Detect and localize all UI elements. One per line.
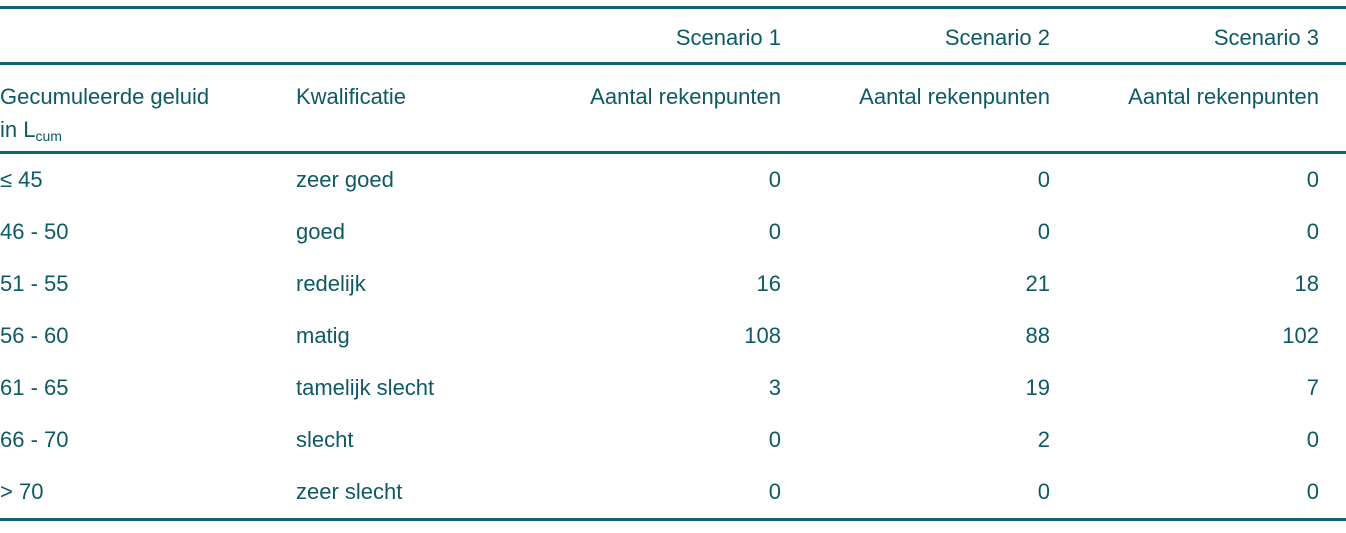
scenario-3-value: 18	[1294, 271, 1319, 296]
qualification-cell: slecht	[296, 427, 354, 452]
scenario-3-points-header: Aantal rekenpunten	[1128, 84, 1319, 109]
noise-points-table: Scenario 1 Scenario 2 Scenario 3 Gecumul…	[0, 6, 1346, 521]
scenario-1-header: Scenario 1	[675, 24, 781, 50]
scenario-3-value: 0	[1306, 427, 1319, 452]
scenario-1-value: 16	[756, 271, 781, 296]
noise-range-cell: 46 - 50	[0, 219, 69, 244]
noise-header-line-2: in Lcum	[0, 113, 296, 153]
scenario-1-value: 0	[768, 219, 781, 244]
scenario-1-value: 3	[768, 375, 781, 400]
table-bottom-rule	[0, 518, 1346, 521]
column-header-row: Gecumuleerde geluid in Lcum Kwalificatie…	[0, 65, 1346, 151]
noise-range-cell: > 70	[0, 479, 44, 504]
scenario-3-value: 102	[1282, 323, 1319, 348]
scenario-3-value: 0	[1306, 219, 1319, 244]
noise-range-cell: 56 - 60	[0, 323, 69, 348]
noise-range-cell: 51 - 55	[0, 271, 69, 296]
scenario-2-value: 21	[1025, 271, 1050, 296]
noise-range-cell: 66 - 70	[0, 427, 69, 452]
scenario-3-value: 7	[1306, 375, 1319, 400]
scenario-1-value: 0	[768, 167, 781, 192]
table-row: 66 - 70 slecht 0 2 0	[0, 414, 1346, 466]
noise-range-cell: ≤ 45	[0, 167, 43, 192]
table-row: 51 - 55 redelijk 16 21 18	[0, 258, 1346, 310]
qualification-cell: tamelijk slecht	[296, 375, 435, 400]
noise-header-line-1: Gecumuleerde geluid	[0, 84, 210, 109]
scenario-2-value: 2	[1037, 427, 1050, 452]
scenario-2-value: 0	[1037, 219, 1050, 244]
table-row: 56 - 60 matig 108 88 102	[0, 310, 1346, 362]
qualification-cell: zeer slecht	[296, 479, 403, 504]
qualification-column-header: Kwalificatie	[296, 84, 407, 109]
scenario-3-value: 0	[1306, 479, 1319, 504]
scenario-2-value: 0	[1037, 167, 1050, 192]
scenario-2-header: Scenario 2	[944, 24, 1050, 50]
table-row: ≤ 45 zeer goed 0 0 0	[0, 154, 1346, 206]
scenario-2-value: 19	[1025, 375, 1050, 400]
scenario-1-points-header: Aantal rekenpunten	[590, 84, 781, 109]
scenario-1-value: 0	[768, 479, 781, 504]
noise-range-cell: 61 - 65	[0, 375, 69, 400]
scenario-1-value: 108	[744, 323, 781, 348]
table-top-rule	[0, 6, 1346, 9]
qualification-cell: zeer goed	[296, 167, 394, 192]
table-row: > 70 zeer slecht 0 0 0	[0, 466, 1346, 518]
scenario-3-value: 0	[1306, 167, 1319, 192]
scenario-1-value: 0	[768, 427, 781, 452]
scenario-2-value: 0	[1037, 479, 1050, 504]
table-row: 46 - 50 goed 0 0 0	[0, 206, 1346, 258]
scenario-header-row: Scenario 1 Scenario 2 Scenario 3	[0, 9, 1346, 62]
header-rule	[0, 62, 1346, 65]
body-rule	[0, 151, 1346, 154]
qualification-cell: redelijk	[296, 271, 366, 296]
scenario-2-value: 88	[1025, 323, 1050, 348]
noise-header-unit: in L	[0, 117, 36, 142]
table-row: 61 - 65 tamelijk slecht 3 19 7	[0, 362, 1346, 414]
scenario-3-header: Scenario 3	[1213, 24, 1319, 50]
qualification-cell: goed	[296, 219, 345, 244]
noise-header-subscript: cum	[35, 128, 62, 144]
qualification-cell: matig	[296, 323, 350, 348]
scenario-2-points-header: Aantal rekenpunten	[859, 84, 1050, 109]
noise-column-header: Gecumuleerde geluid in Lcum	[0, 80, 296, 153]
